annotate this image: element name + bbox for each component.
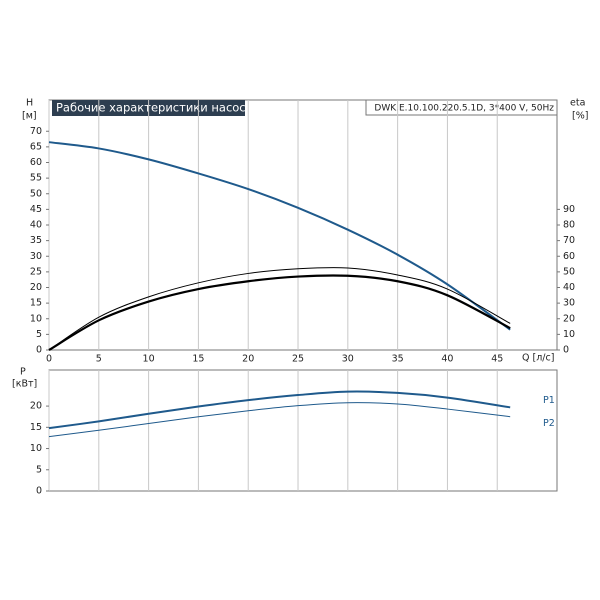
x-tick-label: 45	[491, 354, 503, 365]
y-tick-label: 40	[30, 220, 42, 231]
series-line	[48, 141, 511, 331]
y-tick-label: 5	[36, 329, 42, 340]
legend-label: P2	[543, 418, 555, 429]
y-tick-label: 25	[30, 266, 42, 277]
y2-tick-label: 10	[563, 329, 575, 340]
y-tick-label: 45	[30, 204, 42, 215]
x-tick-label: 35	[392, 354, 404, 365]
y2-tick-label: 30	[563, 298, 575, 309]
series-line	[48, 274, 511, 351]
chart-subtitle: DWK.E.10.100.220.5.1D, 3*400 V, 50Hz	[374, 104, 554, 114]
y-tick-label: 70	[30, 126, 42, 137]
y-tick-label: 10	[30, 313, 42, 324]
y-tick-label: 35	[30, 235, 42, 246]
y-tick-label: 0	[36, 345, 42, 356]
x-tick-label: 15	[192, 354, 204, 365]
y-tick-label: 15	[30, 298, 42, 309]
x-tick-label: 25	[292, 354, 304, 365]
y-tick-label: 55	[30, 173, 42, 184]
y2-tick-label: 50	[563, 266, 575, 277]
y2-tick-label: 60	[563, 251, 575, 262]
y-tick-label: 65	[30, 141, 42, 152]
series-line	[48, 267, 511, 351]
y-tick-label: 30	[30, 251, 42, 262]
x-axis-label: Q [л/с]	[522, 353, 554, 364]
y2-axis-label: eta	[570, 98, 585, 109]
subtitle-box	[365, 99, 558, 116]
y-tick-label: 0	[36, 486, 42, 497]
series-line	[48, 402, 511, 438]
chart-title: Рабочие характеристики насоса	[56, 101, 253, 115]
x-tick-label: 0	[46, 354, 52, 365]
y-tick-label: 5	[36, 464, 42, 475]
y-tick-label: 15	[30, 422, 42, 433]
y-axis-label: P	[20, 367, 26, 378]
bottom-frame	[48, 369, 558, 492]
y2-tick-label: 90	[563, 204, 575, 215]
legend-label: P1	[543, 395, 555, 406]
y-axis-label: H	[26, 98, 33, 109]
y2-tick-label: 20	[563, 313, 575, 324]
y2-tick-label: 80	[563, 220, 575, 231]
y-axis-unit: [м]	[22, 111, 37, 122]
y2-tick-label: 40	[563, 282, 575, 293]
y-tick-label: 20	[30, 401, 42, 412]
y-axis-unit: [кВт]	[12, 379, 37, 390]
x-tick-label: 10	[143, 354, 155, 365]
x-tick-label: 20	[242, 354, 254, 365]
y-tick-label: 20	[30, 282, 42, 293]
x-tick-label: 30	[342, 354, 354, 365]
x-tick-label: 5	[96, 354, 102, 365]
y2-tick-label: 70	[563, 235, 575, 246]
y2-axis-unit: [%]	[572, 111, 588, 122]
x-tick-label: 40	[441, 354, 453, 365]
y-tick-label: 60	[30, 157, 42, 168]
y-tick-label: 50	[30, 188, 42, 199]
y-tick-label: 10	[30, 443, 42, 454]
y2-tick-label: 0	[563, 345, 569, 356]
series-line	[48, 390, 511, 430]
